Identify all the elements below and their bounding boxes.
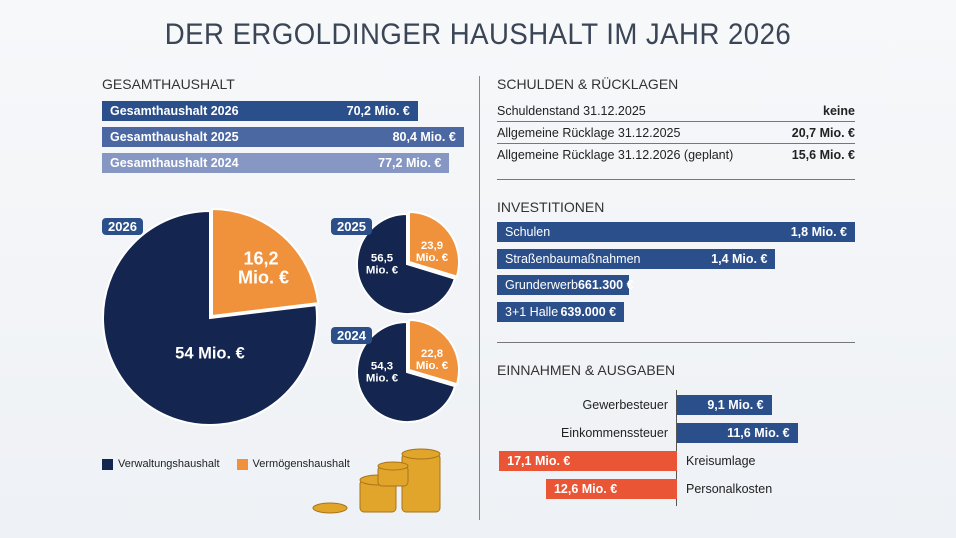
pie-label-verwaltung: 56,5 Mio. €	[366, 253, 399, 277]
row-label: Allgemeine Rücklage 31.12.2026 (geplant)	[497, 148, 734, 162]
einnahmen-bar: 9,1 Mio. €	[677, 395, 772, 415]
pie-label-vermoegen: 16,2 Mio. €	[238, 249, 289, 288]
pie-label-vermoegen: 23,9 Mio. €	[416, 240, 449, 264]
bar-value: 661.300 €	[577, 278, 634, 292]
bar-value: 639.000 €	[560, 304, 617, 319]
bar-label: Straßenbaumaßnahmen	[505, 251, 641, 266]
pie-slice-vermoegen	[211, 207, 320, 318]
pie-label-verwaltung: 54,3 Mio. €	[366, 361, 399, 385]
bar-value: 1,4 Mio. €	[711, 251, 768, 266]
row-label: Allgemeine Rücklage 31.12.2025	[497, 126, 681, 140]
divider	[479, 76, 480, 520]
bar-value: 17,1 Mio. €	[507, 454, 571, 468]
invest-bar: Straßenbaumaßnahmen 1,4 Mio. €	[497, 248, 776, 269]
einnahmen-label: Einkommenssteuer	[561, 426, 668, 440]
schulden-row: Allgemeine Rücklage 31.12.2025 20,7 Mio. …	[497, 123, 855, 144]
invest-bar: Schulen 1,8 Mio. €	[497, 222, 855, 242]
bar-label: Grunderwerb	[505, 278, 578, 292]
bar-label: 3+1 Halle	[505, 304, 559, 319]
bar-value: 1,8 Mio. €	[790, 225, 847, 239]
row-value: keine	[823, 104, 855, 118]
bar-label: Schulen	[505, 225, 551, 239]
pie-year-2024: 2024	[331, 327, 372, 344]
ausgaben-label: Personalkosten	[686, 482, 773, 496]
schulden-row: Schuldenstand 31.12.2025 keine	[497, 101, 855, 122]
pie-slice-vermoegen	[408, 210, 460, 278]
schulden-heading: SCHULDEN & RÜCKLAGEN	[497, 76, 679, 92]
row-value: 15,6 Mio. €	[791, 148, 855, 162]
legend-verwaltung: Verwaltungshaushalt	[118, 458, 220, 470]
pie-slice-verwaltung	[102, 209, 318, 426]
legend-vermoegen: Vermögenshaushalt	[252, 458, 350, 470]
pie-label-verwaltung: 54 Mio. €	[175, 345, 245, 363]
bar-label: Gesamthaushalt 2025	[110, 130, 239, 144]
ausgaben-bar: 17,1 Mio. €	[499, 451, 677, 471]
gesamt-bar: Gesamthaushalt 2025 80,4 Mio. €	[102, 127, 464, 147]
bar-value: 11,6 Mio. €	[727, 426, 790, 440]
gesamt-bar: Gesamthaushalt 2026 70,2 Mio. €	[102, 101, 418, 121]
page-title: DER ERGOLDINGER HAUSHALT IM JAHR 2026	[164, 18, 792, 51]
ausgaben-label: Kreisumlage	[686, 454, 756, 468]
pie-slice-verwaltung	[356, 320, 457, 423]
bar-label: Gesamthaushalt 2024	[110, 156, 239, 170]
invest-bar: 3+1 Halle 639.000 €	[497, 301, 625, 322]
row-label: Schuldenstand 31.12.2025	[497, 104, 646, 118]
pie-slice-vermoegen	[408, 318, 460, 386]
invest-bar: Grunderwerb 661.300 €	[497, 275, 634, 295]
separator	[497, 179, 855, 180]
invest-heading: INVESTITIONEN	[497, 199, 605, 215]
gesamt-bar: Gesamthaushalt 2024 77,2 Mio. €	[102, 153, 450, 173]
legend: Verwaltungshaushalt Vermögenshaushalt	[102, 458, 350, 470]
bar-value: 70,2 Mio. €	[346, 104, 410, 118]
ausgaben-bar: 12,6 Mio. €	[545, 479, 677, 499]
row-value: 20,7 Mio. €	[791, 126, 855, 140]
einnahmen-label: Gewerbesteuer	[582, 398, 668, 412]
bar-label: Gesamthaushalt 2026	[110, 104, 239, 118]
legend-swatch-verwaltung	[102, 458, 113, 470]
separator	[497, 342, 855, 343]
einaus-heading: EINNAHMEN & AUSGABEN	[497, 362, 676, 378]
legend-swatch-vermoegen	[236, 458, 248, 470]
pie-year-2025: 2025	[331, 218, 372, 235]
bar-value: 9,1 Mio. €	[707, 398, 764, 412]
pie-year-2026: 2026	[102, 218, 143, 235]
bar-value: 80,4 Mio. €	[392, 130, 456, 144]
schulden-row: Allgemeine Rücklage 31.12.2026 (geplant)…	[497, 145, 855, 166]
einaus-axis	[676, 390, 677, 506]
bar-value: 77,2 Mio. €	[378, 156, 442, 170]
einnahmen-bar: 11,6 Mio. €	[677, 423, 798, 443]
pie-slice-verwaltung	[356, 212, 457, 315]
pie-label-vermoegen: 22,8 Mio. €	[416, 348, 449, 372]
coins-icon	[312, 448, 441, 514]
gesamt-heading: GESAMTHAUSHALT	[102, 76, 235, 92]
bar-value: 12,6 Mio. €	[553, 482, 618, 496]
